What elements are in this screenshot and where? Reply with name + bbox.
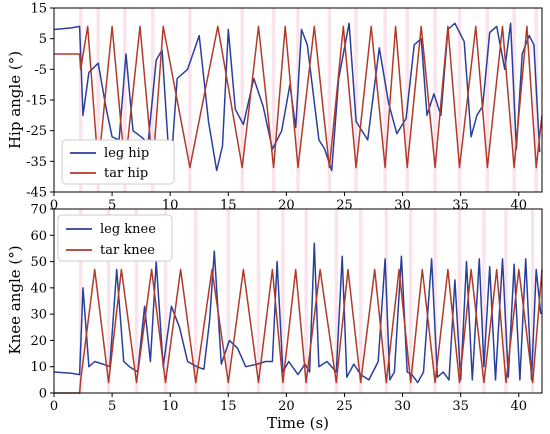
leg-knee-legend-label: leg knee xyxy=(100,222,156,237)
shading-band xyxy=(504,209,508,393)
shading-band xyxy=(188,8,192,192)
y-tick-label: 70 xyxy=(30,203,47,218)
shading-band xyxy=(457,8,462,192)
x-tick-label: 25 xyxy=(336,399,353,414)
shading-band xyxy=(226,209,231,393)
shading-band xyxy=(383,8,387,192)
tar-knee-legend-label: tar knee xyxy=(100,243,155,258)
shading-band xyxy=(134,209,139,393)
y-tick-label: 10 xyxy=(30,360,47,375)
shading-band xyxy=(457,209,462,393)
y-tick-label: -25 xyxy=(26,124,47,139)
x-tick-label: 40 xyxy=(510,399,527,414)
shading-band xyxy=(106,209,111,393)
shading-band xyxy=(256,209,261,393)
knee-y-ticks: 0 10 20 30 40 50 60 70 xyxy=(30,203,54,402)
leg-hip-legend-label: leg hip xyxy=(104,146,149,161)
x-tick-label: 5 xyxy=(108,399,116,414)
shading-band xyxy=(240,8,244,192)
shading-band xyxy=(327,8,332,192)
shading-band xyxy=(530,209,535,393)
y-tick-label: 20 xyxy=(30,334,47,349)
y-tick-label: 50 xyxy=(30,255,47,270)
knee-plot-frame xyxy=(53,208,543,394)
knee-series-lines xyxy=(53,242,543,394)
y-tick-label: -15 xyxy=(26,94,47,109)
shading-band xyxy=(281,209,285,393)
y-tick-label: 60 xyxy=(30,229,47,244)
x-tick-label: 0 xyxy=(50,198,58,213)
knee-angle-panel: 0 10 20 30 40 50 60 70 0 5 10 15 20 25 30 35 40 Knee an… xyxy=(6,203,543,432)
x-tick-label: 10 xyxy=(162,399,179,414)
x-tick-label: 0 xyxy=(50,399,58,414)
shading-band xyxy=(433,8,437,192)
shading-band xyxy=(334,209,339,393)
tar-hip-legend-label: tar hip xyxy=(104,166,148,181)
y-tick-label: -5 xyxy=(34,63,47,78)
y-tick-label: 15 xyxy=(30,2,47,17)
shading-band xyxy=(354,8,358,192)
shading-band xyxy=(271,8,276,192)
y-tick-label: 30 xyxy=(30,308,47,323)
shading-band xyxy=(482,209,486,393)
shading-band xyxy=(405,8,409,192)
hip-y-ticks: 15 5 -5 -15 -25 -35 -45 xyxy=(26,2,54,201)
shading-band xyxy=(485,8,490,192)
shading-band xyxy=(96,8,100,192)
tar-series-line xyxy=(54,268,543,394)
x-tick-label: 20 xyxy=(278,198,295,213)
knee-x-ticks: 0 5 10 15 20 25 30 35 40 xyxy=(50,393,527,414)
x-tick-label: 30 xyxy=(394,198,411,213)
shading-band xyxy=(194,209,198,393)
hip-legend: leg hip tar hip xyxy=(61,139,175,185)
shading-band xyxy=(304,209,308,393)
x-tick-label: 25 xyxy=(336,198,353,213)
y-tick-label: 40 xyxy=(30,281,47,296)
y-tick-label: 0 xyxy=(39,387,47,402)
shading-band xyxy=(163,209,168,393)
shading-band xyxy=(433,209,437,393)
shading-band xyxy=(408,209,413,393)
x-tick-label: 15 xyxy=(220,399,237,414)
x-tick-label: 5 xyxy=(108,198,116,213)
x-tick-label: 35 xyxy=(452,399,469,414)
time-x-axis-label: Time (s) xyxy=(267,414,329,432)
x-tick-label: 30 xyxy=(394,399,411,414)
y-tick-label: -35 xyxy=(26,155,47,170)
hip-angle-panel: 155-5-15-25-35-45 0 5 10 15 20 25 30 35 40 Hip a… xyxy=(6,2,543,213)
shading-band xyxy=(78,209,83,393)
shading-band xyxy=(359,209,363,393)
hip-y-axis-label: Hip angle (°) xyxy=(6,51,24,149)
y-tick-label: 5 xyxy=(39,32,47,47)
leg-series-line xyxy=(53,22,541,178)
shading-band xyxy=(78,8,83,192)
x-tick-label: 40 xyxy=(510,198,527,213)
shading-band xyxy=(123,8,127,192)
knee-y-axis-label: Knee angle (°) xyxy=(6,245,24,354)
hip-x-ticks: 0 5 10 15 20 25 30 35 40 xyxy=(50,192,527,213)
knee-legend: leg knee tar knee xyxy=(57,214,173,262)
y-tick-label: -45 xyxy=(26,186,47,201)
x-tick-label: 20 xyxy=(278,399,295,414)
